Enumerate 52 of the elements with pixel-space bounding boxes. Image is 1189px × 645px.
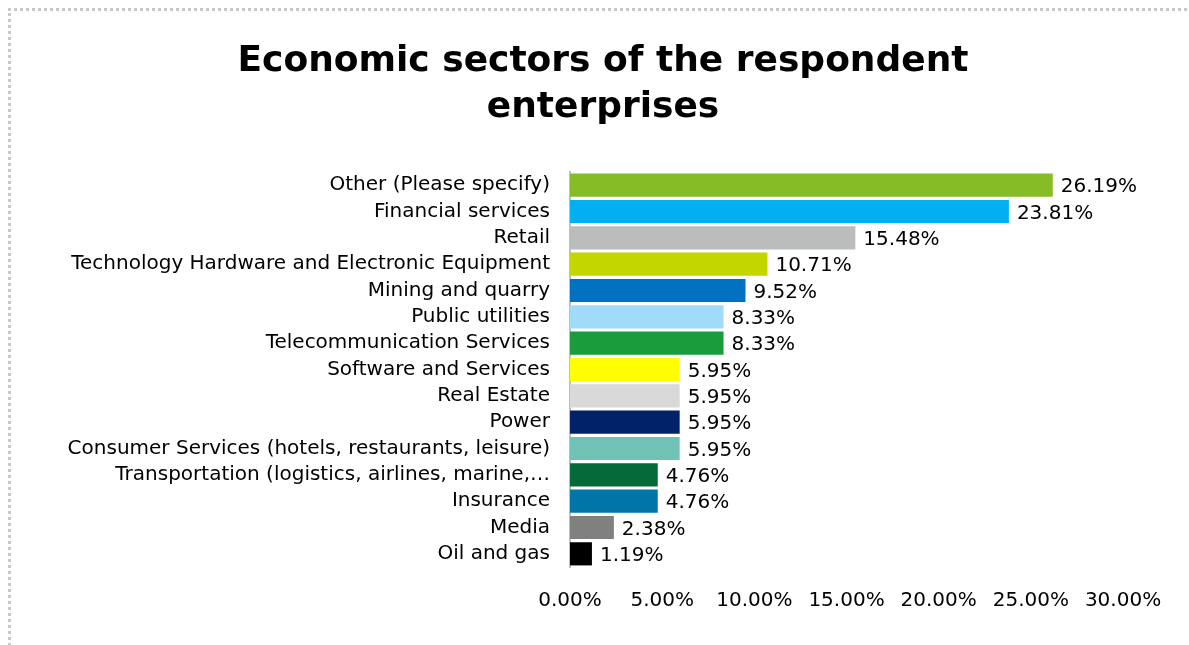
y-tick-label: Consumer Services (hotels, restaurants, leisure) <box>67 434 550 459</box>
chart-title: Economic sectors of the respondent enterprises <box>236 37 970 127</box>
data-label: 5.95% <box>687 384 752 409</box>
x-tick-label: 25.00% <box>992 587 1069 612</box>
y-tick-label: Telecommunication Services <box>264 329 550 354</box>
data-label: 4.76% <box>665 489 730 514</box>
bar <box>570 542 592 566</box>
y-tick-label: Power <box>489 408 551 433</box>
data-label: 26.19% <box>1060 173 1138 198</box>
x-tick-label: 20.00% <box>900 587 977 612</box>
data-label: 2.38% <box>621 515 686 540</box>
bar <box>570 463 658 487</box>
y-tick-label: Software and Services <box>327 355 550 380</box>
data-label: 8.33% <box>731 305 796 330</box>
x-tick-label: 15.00% <box>808 587 885 612</box>
data-label: 5.95% <box>687 410 752 435</box>
bar <box>570 384 680 408</box>
data-label: 23.81% <box>1016 199 1094 224</box>
data-label: 10.71% <box>775 252 852 277</box>
y-tick-label: Media <box>489 513 550 538</box>
bar <box>570 410 680 434</box>
data-label: 4.76% <box>665 463 730 488</box>
bar <box>570 252 768 276</box>
y-tick-label: Mining and quarry <box>367 276 551 301</box>
bar <box>570 199 1009 224</box>
bar <box>570 436 680 461</box>
y-tick-label: Retail <box>493 224 550 249</box>
y-tick-label: Insurance <box>451 487 550 512</box>
x-tick-label: 5.00% <box>630 587 694 612</box>
y-tick-label: Financial services <box>374 197 550 222</box>
y-tick-label: Other (Please specify) <box>329 171 550 196</box>
x-tick-label: 30.00% <box>1084 587 1162 612</box>
y-tick-label: Technology Hardware and Electronic Equipment <box>70 250 551 275</box>
x-tick-label: 10.00% <box>716 587 793 612</box>
y-tick-label: Real Estate <box>437 382 550 407</box>
data-label: 9.52% <box>753 278 818 303</box>
bar <box>570 331 724 355</box>
data-label: 8.33% <box>731 331 796 356</box>
data-label: 5.95% <box>687 357 752 382</box>
y-tick-label: Transportation (logistics, airlines, marine,… <box>114 461 550 486</box>
bar <box>570 305 724 329</box>
x-tick-label: 0.00% <box>538 587 602 612</box>
y-tick-label: Public utilities <box>411 303 550 328</box>
data-label: 5.95% <box>687 436 752 461</box>
bar <box>570 173 1053 197</box>
y-tick-label: Oil and gas <box>437 540 550 565</box>
bar <box>570 278 746 303</box>
bar <box>570 489 658 513</box>
bar <box>570 515 614 540</box>
bar <box>570 357 680 382</box>
data-label: 15.48% <box>863 226 940 251</box>
data-label: 1.19% <box>599 542 664 567</box>
